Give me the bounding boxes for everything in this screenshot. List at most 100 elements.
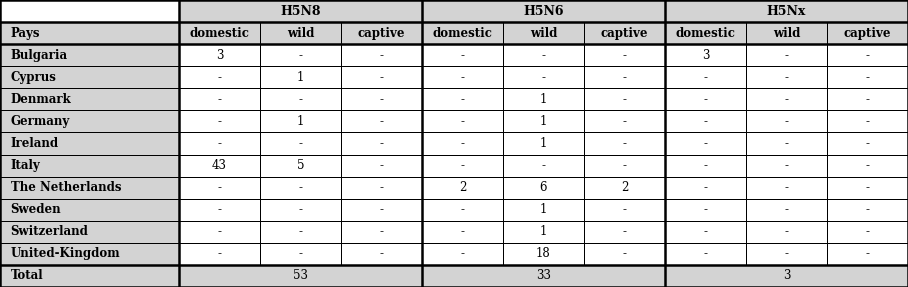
Bar — [827, 133, 908, 154]
Bar — [827, 88, 908, 110]
Bar — [340, 133, 422, 154]
Bar — [665, 177, 746, 199]
Bar — [179, 0, 422, 22]
Bar — [422, 243, 503, 265]
Text: 5: 5 — [297, 159, 304, 172]
Text: -: - — [299, 93, 302, 106]
Text: -: - — [380, 225, 383, 238]
Bar — [746, 177, 827, 199]
Bar — [746, 133, 827, 154]
Text: 1: 1 — [539, 137, 548, 150]
Text: -: - — [460, 115, 464, 128]
Bar — [827, 44, 908, 66]
Text: 3: 3 — [702, 49, 709, 62]
Text: -: - — [217, 93, 222, 106]
Bar — [0, 88, 179, 110]
Text: Italy: Italy — [11, 159, 41, 172]
Bar — [422, 22, 503, 44]
Text: -: - — [623, 49, 627, 62]
Bar — [665, 110, 746, 133]
Bar — [503, 88, 584, 110]
Bar — [665, 154, 746, 177]
Text: -: - — [704, 137, 707, 150]
Text: 53: 53 — [293, 269, 308, 282]
Text: 1: 1 — [297, 71, 304, 84]
Bar — [179, 88, 260, 110]
Bar — [503, 154, 584, 177]
Bar — [340, 221, 422, 243]
Bar — [827, 199, 908, 221]
Bar — [746, 177, 827, 199]
Bar — [179, 110, 260, 133]
Text: -: - — [299, 247, 302, 260]
Bar — [422, 221, 503, 243]
Bar — [340, 22, 422, 44]
Bar — [179, 0, 422, 22]
Bar — [179, 88, 260, 110]
Bar — [665, 88, 746, 110]
Bar — [503, 44, 584, 66]
Text: 2: 2 — [621, 181, 628, 194]
Text: -: - — [460, 71, 464, 84]
Bar — [340, 243, 422, 265]
Text: -: - — [785, 137, 788, 150]
Bar — [422, 265, 665, 287]
Text: domestic: domestic — [676, 27, 735, 40]
Bar — [665, 66, 746, 88]
Text: Denmark: Denmark — [11, 93, 72, 106]
Text: -: - — [865, 203, 870, 216]
Bar — [260, 88, 340, 110]
Text: -: - — [785, 93, 788, 106]
Bar — [340, 154, 422, 177]
Bar — [746, 66, 827, 88]
Bar — [0, 133, 179, 154]
Bar — [179, 221, 260, 243]
Bar — [746, 88, 827, 110]
Bar — [665, 133, 746, 154]
Bar — [503, 199, 584, 221]
Bar — [665, 199, 746, 221]
Bar — [584, 88, 665, 110]
Text: 1: 1 — [539, 115, 548, 128]
Text: -: - — [865, 93, 870, 106]
Text: -: - — [704, 115, 707, 128]
Bar — [746, 243, 827, 265]
Bar — [179, 110, 260, 133]
Bar — [179, 44, 260, 66]
Text: -: - — [865, 115, 870, 128]
Text: 3: 3 — [783, 269, 790, 282]
Bar — [0, 265, 179, 287]
Bar — [827, 44, 908, 66]
Bar — [746, 154, 827, 177]
Text: -: - — [785, 115, 788, 128]
Bar — [665, 221, 746, 243]
Bar — [827, 66, 908, 88]
Text: domestic: domestic — [190, 27, 250, 40]
Bar — [340, 110, 422, 133]
Text: captive: captive — [844, 27, 892, 40]
Text: -: - — [785, 247, 788, 260]
Bar — [503, 22, 584, 44]
Text: -: - — [623, 247, 627, 260]
Bar — [422, 66, 503, 88]
Text: -: - — [380, 115, 383, 128]
Bar — [665, 265, 908, 287]
Bar — [260, 177, 340, 199]
Text: Ireland: Ireland — [11, 137, 59, 150]
Bar — [260, 66, 340, 88]
Bar — [665, 44, 746, 66]
Bar — [746, 110, 827, 133]
Bar — [584, 221, 665, 243]
Bar — [746, 110, 827, 133]
Bar — [179, 199, 260, 221]
Bar — [746, 133, 827, 154]
Bar — [0, 44, 179, 66]
Text: 18: 18 — [536, 247, 551, 260]
Bar — [422, 265, 665, 287]
Bar — [179, 265, 422, 287]
Text: -: - — [380, 137, 383, 150]
Text: -: - — [299, 203, 302, 216]
Bar — [260, 177, 340, 199]
Text: -: - — [865, 71, 870, 84]
Text: Pays: Pays — [11, 27, 40, 40]
